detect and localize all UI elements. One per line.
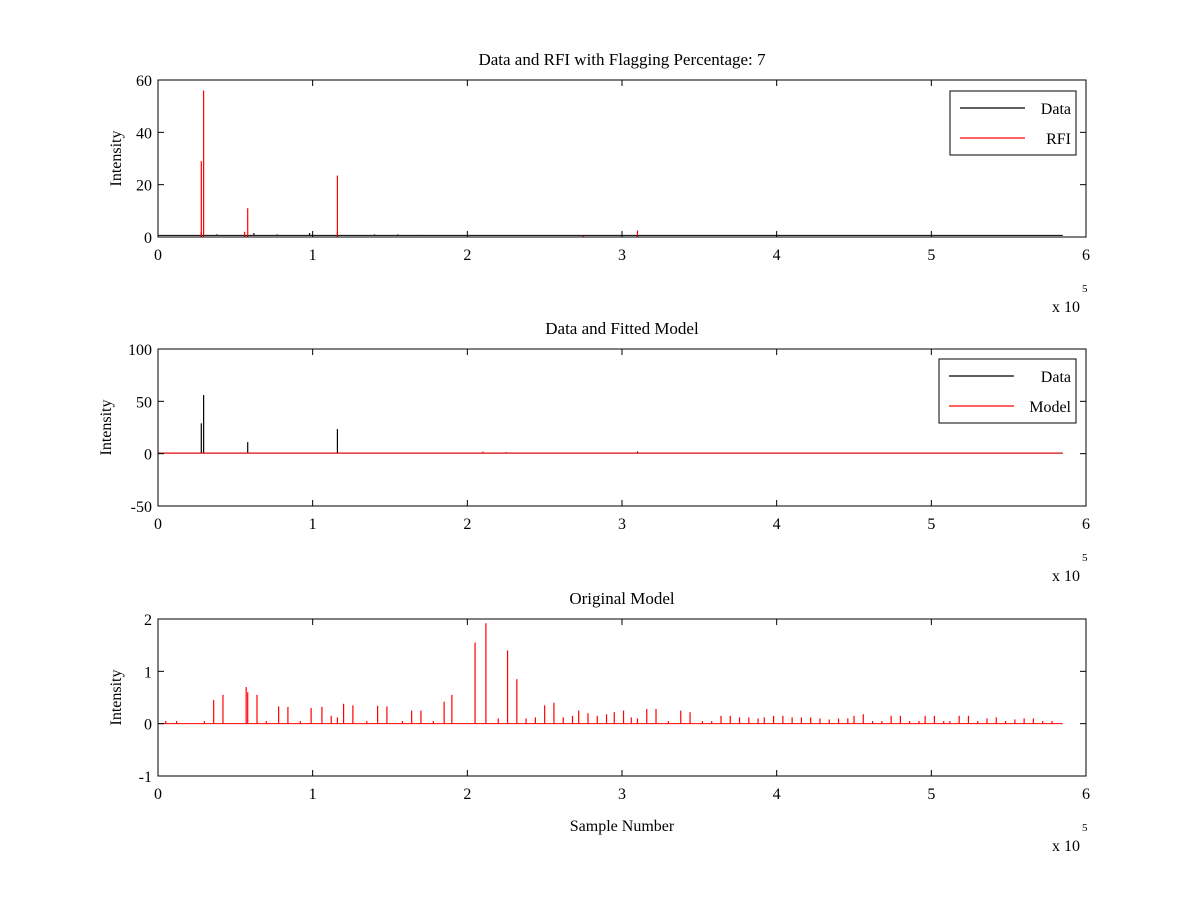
x-tick-label: 6: [1082, 786, 1090, 803]
legend-label: Model: [1029, 399, 1071, 416]
x-tick-label: 2: [463, 247, 471, 264]
plot-area: [158, 349, 1086, 506]
y-tick-label: 20: [136, 178, 152, 195]
x-tick-label: 3: [618, 786, 626, 803]
x-tick-label: 0: [154, 786, 162, 803]
y-axis-label: Intensity: [108, 670, 125, 726]
y-tick-label: 0: [144, 230, 152, 247]
y-tick-label: 40: [136, 125, 152, 142]
legend-box: [938, 358, 1077, 424]
y-axis-label: Intensity: [98, 400, 115, 456]
x-multiplier-base: x 10: [1052, 838, 1080, 855]
x-tick-label: 4: [773, 247, 781, 264]
legend-box: [949, 90, 1077, 156]
x-tick-label: 0: [154, 516, 162, 533]
legend-label: RFI: [1046, 131, 1071, 148]
chart-title: Data and Fitted Model: [545, 319, 699, 338]
x-tick-label: 4: [773, 786, 781, 803]
plot-area: [158, 80, 1086, 237]
x-tick-label: 6: [1082, 516, 1090, 533]
x-tick-label: 5: [927, 247, 935, 264]
x-tick-label: 0: [154, 247, 162, 264]
x-tick-label: 2: [463, 786, 471, 803]
y-tick-label: 50: [136, 394, 152, 411]
x-tick-label: 1: [309, 786, 317, 803]
x-multiplier-base: x 10: [1052, 299, 1080, 316]
x-tick-label: 5: [927, 516, 935, 533]
plot-area: [158, 619, 1086, 776]
legend: Data Model: [938, 358, 1077, 424]
x-tick-label: 6: [1082, 247, 1090, 264]
x-tick-label: 1: [309, 247, 317, 264]
y-tick-label: 60: [136, 73, 152, 90]
x-tick-label: 2: [463, 516, 471, 533]
y-tick-label: -50: [131, 499, 152, 516]
chart-title: Original Model: [569, 589, 675, 608]
x-tick-label: 3: [618, 247, 626, 264]
y-tick-label: 0: [144, 447, 152, 464]
legend: Data RFI: [949, 90, 1077, 156]
y-tick-label: 0: [144, 717, 152, 734]
x-multiplier-exponent: 5: [1082, 552, 1088, 564]
y-tick-label: 100: [128, 342, 152, 359]
y-tick-label: 1: [144, 664, 152, 681]
legend-label: Data: [1041, 101, 1071, 118]
x-tick-label: 5: [927, 786, 935, 803]
x-multiplier-exponent: 5: [1082, 822, 1088, 834]
x-axis-label: Sample Number: [570, 818, 675, 835]
y-tick-label: 2: [144, 612, 152, 629]
x-tick-label: 1: [309, 516, 317, 533]
y-tick-label: -1: [139, 769, 152, 786]
x-tick-label: 3: [618, 516, 626, 533]
x-multiplier-base: x 10: [1052, 568, 1080, 585]
chart-title: Data and RFI with Flagging Percentage: 7: [478, 50, 766, 69]
x-multiplier-exponent: 5: [1082, 283, 1088, 295]
x-tick-label: 4: [773, 516, 781, 533]
y-axis-label: Intensity: [108, 131, 125, 187]
legend-label: Data: [1041, 369, 1071, 386]
